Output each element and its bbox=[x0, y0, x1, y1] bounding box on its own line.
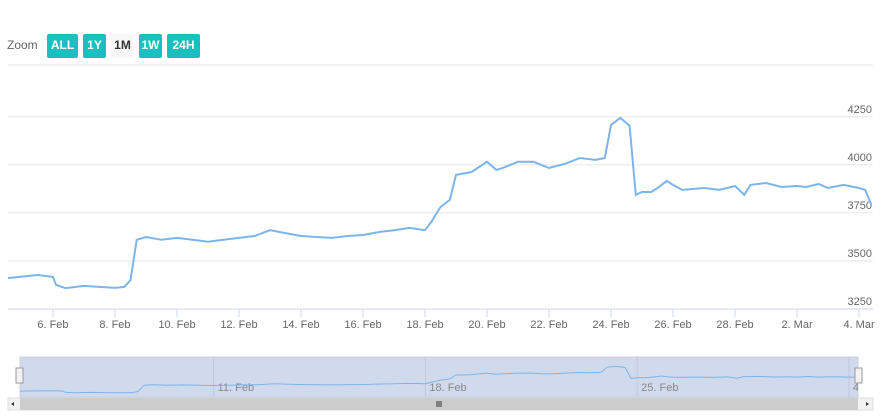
series-line bbox=[20, 365, 858, 394]
x-tick-label: 14. Feb bbox=[282, 319, 319, 331]
x-tick-label: 4. Mar bbox=[843, 319, 875, 331]
y-tick-label: 4250 bbox=[848, 104, 872, 116]
scroll-right[interactable] bbox=[866, 402, 869, 406]
zoom-label: Zoom bbox=[7, 38, 38, 52]
x-tick-label: 12. Feb bbox=[220, 319, 257, 331]
x-tick-label: 18. Feb bbox=[406, 319, 443, 331]
navigator-tick-label: 11. Feb bbox=[218, 382, 255, 394]
navigator-tick-label: 18. Feb bbox=[429, 382, 466, 394]
x-tick-label: 28. Feb bbox=[716, 319, 753, 331]
x-tick-label: 24. Feb bbox=[592, 319, 629, 331]
navigator-handle[interactable] bbox=[15, 367, 24, 384]
range-button[interactable] bbox=[47, 34, 78, 58]
range-button-label[interactable]: 1W bbox=[142, 38, 161, 52]
range-button[interactable] bbox=[167, 34, 200, 58]
navigator-tick-label: 25. Feb bbox=[641, 382, 678, 394]
range-button[interactable] bbox=[83, 34, 106, 58]
x-tick-label: 26. Feb bbox=[654, 319, 691, 331]
x-tick-label: 16. Feb bbox=[344, 319, 381, 331]
x-tick-label: 8. Feb bbox=[99, 319, 130, 331]
range-buttons: ALL 1Y 1M 1W 24H bbox=[47, 34, 200, 58]
y-tick-label: 3500 bbox=[848, 248, 872, 260]
y-tick-label: 4000 bbox=[848, 152, 872, 164]
y-tick-label: 3250 bbox=[848, 296, 872, 308]
plot: 3250 3500 3750 4000 4250 6. Feb 8. Feb 10. Feb 1… bbox=[7, 104, 875, 331]
x-tick-label: 22. Feb bbox=[530, 319, 567, 331]
range-button-label[interactable]: 24H bbox=[172, 38, 194, 52]
x-tick-label: 20. Feb bbox=[468, 319, 505, 331]
navigator-handle[interactable] bbox=[854, 367, 863, 384]
range-button-label[interactable]: 1Y bbox=[87, 38, 102, 52]
x-tick-label: 6. Feb bbox=[37, 319, 68, 331]
series-line bbox=[7, 116, 873, 290]
range-button-label[interactable]: 1M bbox=[114, 38, 131, 52]
navigator: 11. Feb 18. Feb 25. Feb 4. Mar bbox=[20, 357, 881, 397]
scroll-left[interactable] bbox=[11, 402, 14, 406]
range-button-label[interactable]: ALL bbox=[51, 38, 74, 52]
y-tick-label: 3750 bbox=[848, 200, 872, 212]
navigator-tick-label: 4. Mar bbox=[853, 382, 881, 394]
x-tick-label: 2. Mar bbox=[781, 319, 813, 331]
range-button[interactable] bbox=[111, 34, 134, 58]
range-button[interactable] bbox=[139, 34, 162, 58]
x-tick-label: 10. Feb bbox=[158, 319, 195, 331]
